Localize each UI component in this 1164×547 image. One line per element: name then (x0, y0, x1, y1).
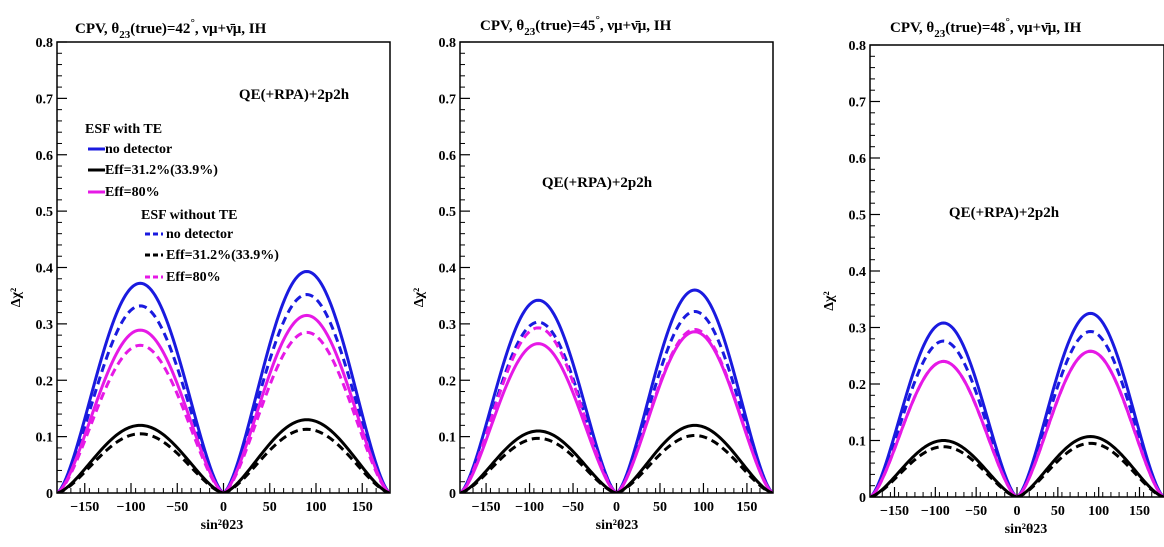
y-tick-label: 0.3 (439, 318, 457, 333)
chart-title: CPV, θ23(true)=42°, νμ+ν̄μ, IH (75, 17, 267, 41)
y-tick-label: 0.4 (849, 265, 867, 280)
legend-header-without-te: ESF without TE (141, 208, 237, 223)
series-line-0 (460, 288, 773, 493)
x-tick-label: −100 (921, 504, 950, 519)
y-tick-label: 0.6 (36, 149, 54, 164)
y-tick-label: 0.7 (849, 96, 867, 111)
x-tick-label: 100 (306, 500, 327, 515)
plot-frame (459, 41, 774, 494)
model-label: QE(+RPA)+2p2h (949, 205, 1060, 221)
x-tick-label: 50 (263, 500, 277, 515)
series-line-1 (870, 329, 1164, 497)
x-tick-label: 0 (613, 500, 620, 515)
legend: ESF with TE no detector Eff=31.2%(33.9%) Ef… (85, 122, 279, 285)
y-tick-label: 0.8 (36, 36, 54, 51)
legend-entry: no detector (105, 142, 172, 157)
curves (57, 269, 390, 493)
x-tick-label: −100 (515, 500, 544, 515)
x-tick-label: −50 (562, 500, 584, 515)
y-tick-label: 0 (449, 487, 456, 502)
series-line-3 (57, 330, 390, 493)
x-tick-label: 50 (653, 500, 667, 515)
series-line-4 (460, 423, 773, 493)
series-line-1 (57, 293, 390, 493)
legend-entry: no detector (166, 227, 233, 242)
x-tick-label: 100 (1088, 504, 1109, 519)
y-tick-label: 0.2 (439, 374, 457, 389)
series-line-1 (460, 309, 773, 493)
series-line-3 (870, 349, 1164, 497)
x-axis-label: sin²θ23 (1005, 522, 1048, 537)
x-tick-label: −100 (117, 500, 146, 515)
series-line-4 (870, 435, 1164, 497)
x-tick-label: −150 (70, 500, 99, 515)
x-tick-label: 0 (220, 500, 227, 515)
y-tick-label: 0.5 (849, 209, 867, 224)
y-tick-label: 0.6 (439, 149, 457, 164)
y-tick-label: 0.3 (36, 318, 54, 333)
chart-title: CPV, θ23(true)=48°, νμ+ν̄μ, IH (890, 16, 1082, 40)
y-tick-label: 0.5 (439, 205, 457, 220)
chart-title: CPV, θ23(true)=45°, νμ+ν̄μ, IH (480, 14, 672, 38)
y-axis-label: Δχ² (412, 288, 427, 307)
y-tick-label: 0.5 (36, 205, 54, 220)
chart-panel-3: 0 0.1 0.2 0.3 0.4 0.5 0.6 0.7 0.8 −150 −100 −50 0 50 1… (822, 16, 1164, 537)
x-tick-label: 150 (1129, 504, 1150, 519)
y-tick-label: 0 (859, 491, 866, 506)
curves (460, 288, 773, 493)
y-tick-label: 0.2 (849, 378, 867, 393)
model-label: QE(+RPA)+2p2h (239, 87, 350, 103)
x-tick-label: −50 (965, 504, 987, 519)
x-tick-label: 100 (693, 500, 714, 515)
legend-entry: Eff=31.2%(33.9%) (166, 248, 279, 263)
series-line-5 (460, 433, 773, 493)
chart-panel-1: 0 0.1 0.2 0.3 0.4 0.5 0.6 0.7 0.8 −150 −100 −50 0 50 1… (9, 17, 391, 533)
x-tick-label: 50 (1051, 504, 1065, 519)
x-tick-label: 0 (1014, 504, 1021, 519)
model-label: QE(+RPA)+2p2h (542, 175, 653, 191)
series-line-4 (57, 418, 390, 493)
legend-entry: Eff=80% (105, 185, 160, 200)
legend-header-with-te: ESF with TE (85, 122, 162, 137)
x-axis-label: sin²θ23 (201, 518, 244, 533)
y-tick-label: 0.1 (36, 431, 54, 446)
x-tick-label: −150 (472, 500, 501, 515)
curves (870, 311, 1164, 497)
plot-frame (869, 44, 1164, 498)
y-tick-label: 0.7 (439, 92, 457, 107)
y-tick-label: 0.8 (849, 39, 867, 54)
y-tick-label: 0.4 (36, 262, 54, 277)
plot-frame (56, 41, 391, 494)
y-tick-label: 0.2 (36, 374, 54, 389)
y-tick-label: 0.4 (439, 262, 457, 277)
x-tick-label: 150 (736, 500, 757, 515)
x-axis-label: sin²θ23 (596, 518, 639, 533)
y-axis-label: Δχ² (9, 288, 24, 307)
legend-entry: Eff=80% (166, 270, 221, 285)
series-line-0 (57, 269, 390, 493)
y-tick-label: 0.1 (439, 431, 457, 446)
y-tick-label: 0 (46, 487, 53, 502)
y-tick-label: 0.8 (439, 36, 457, 51)
y-tick-label: 0.7 (36, 92, 54, 107)
y-tick-label: 0.6 (849, 152, 867, 167)
legend-entry: Eff=31.2%(33.9%) (105, 163, 218, 178)
y-axis-label: Δχ² (822, 291, 837, 310)
series-line-2 (57, 313, 390, 493)
x-tick-label: 150 (352, 500, 373, 515)
y-tick-label: 0.3 (849, 322, 867, 337)
x-tick-label: −50 (166, 500, 188, 515)
series-line-5 (870, 441, 1164, 497)
chart-panel-2: 0 0.1 0.2 0.3 0.4 0.5 0.6 0.7 0.8 −150 −100 −50 0 50 1… (412, 14, 774, 533)
series-line-3 (460, 326, 773, 493)
y-tick-label: 0.1 (849, 435, 867, 450)
x-tick-label: −150 (880, 504, 909, 519)
series-line-0 (870, 311, 1164, 497)
